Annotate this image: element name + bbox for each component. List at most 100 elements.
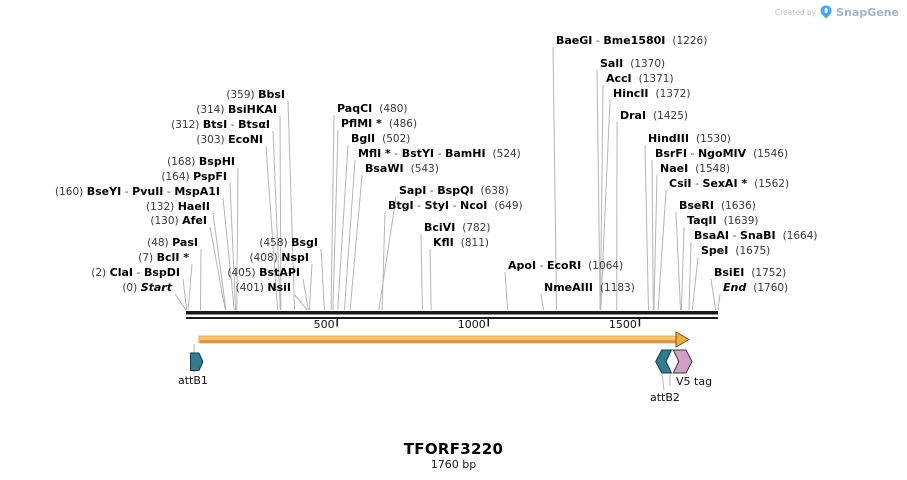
feature-label-v5-tag: V5 tag xyxy=(676,375,713,388)
site-label-KflI: KflI (811) xyxy=(433,236,489,250)
enzyme-name: PasI xyxy=(172,236,198,249)
ruler-tick-label: 1000 xyxy=(457,318,486,331)
site-label-BsaAI: BsaAI - SnaBI (1664) xyxy=(694,229,818,243)
site-label-BsiHKAI: (314) BsiHKAI xyxy=(196,103,277,117)
feature-shape-attb2 xyxy=(655,349,673,374)
site-leader-line xyxy=(378,196,397,311)
enzyme-name: NaeI xyxy=(660,162,689,175)
site-label-BsgI: (458) BsgI xyxy=(259,236,318,250)
enzyme-name: TaqII xyxy=(687,214,717,227)
site-position: (408) xyxy=(249,252,278,264)
enzyme-name: AfeI xyxy=(182,214,207,227)
site-label-BbsI: (359) BbsI xyxy=(226,88,285,102)
site-leader-line xyxy=(504,271,509,311)
enzyme-name: EcoRI xyxy=(547,259,582,272)
ruler-tick-label: 1500 xyxy=(608,318,637,331)
enzyme-name: BsiHKAI xyxy=(227,103,277,116)
site-label-TaqII: TaqII (1639) xyxy=(687,214,759,228)
site-leader-line xyxy=(651,159,654,311)
site-position: (1226) xyxy=(672,35,708,47)
enzyme-name: SnaBI xyxy=(739,229,776,242)
site-label-BspHI: (168) BspHI xyxy=(167,155,235,169)
enzyme-name: BsaWI xyxy=(365,162,404,175)
site-leader-line xyxy=(332,129,339,311)
enzyme-name: End xyxy=(723,281,747,294)
site-position: (401) xyxy=(235,282,264,294)
snapgene-credit: Created by SnapGene xyxy=(775,5,899,19)
site-position: (782) xyxy=(462,222,491,234)
site-leader-line xyxy=(279,115,282,311)
enzyme-name: ApoI xyxy=(508,259,537,272)
site-label-BclI: (7) BclI * xyxy=(138,251,189,265)
site-leader-line xyxy=(717,293,721,311)
site-label-BciVI: BciVI (782) xyxy=(424,221,491,235)
site-label-HaeII: (132) HaeII xyxy=(146,200,210,214)
site-label-BsaWI: BsaWI (543) xyxy=(365,162,439,176)
enzyme-name: StyI xyxy=(424,199,450,212)
enzyme-name: BstYI xyxy=(401,147,434,160)
enzyme-name: BspHI xyxy=(198,155,235,168)
enzyme-name: MspA1I xyxy=(174,185,220,198)
site-position: (2) xyxy=(91,267,107,279)
site-position: (7) xyxy=(138,252,154,264)
site-label-NspI: (408) NspI xyxy=(250,251,309,265)
feature-shape-attb1 xyxy=(190,352,204,371)
site-label-SapI: SapI - BspQI (638) xyxy=(399,184,509,198)
site-leader-line xyxy=(337,144,349,311)
site-label-BseYI: (160) BseYI - PvuII - MspA1I xyxy=(55,185,220,199)
site-position: (132) xyxy=(145,201,175,213)
feature-label-attb1: attB1 xyxy=(178,374,208,387)
site-leader-line xyxy=(182,278,188,311)
enzyme-name: BsgI xyxy=(291,236,318,249)
site-label-ClaI: (2) ClaI - BspDI xyxy=(91,266,180,280)
site-position: (359) xyxy=(226,89,255,101)
site-position: (1562) xyxy=(754,178,790,190)
site-position: (1064) xyxy=(588,260,624,272)
site-position: (314) xyxy=(196,104,225,116)
site-name-separator: - xyxy=(434,147,445,160)
enzyme-name: BaeGI xyxy=(556,34,593,47)
site-position: (502) xyxy=(382,133,411,145)
site-leader-line xyxy=(599,84,604,311)
enzyme-name: HincII xyxy=(613,87,649,100)
site-leader-line xyxy=(653,174,658,311)
site-name-separator: - xyxy=(592,34,604,47)
orf-arrow-core xyxy=(199,340,677,343)
site-leader-line xyxy=(229,182,237,311)
feature-label-attb2: attB2 xyxy=(650,391,680,404)
ruler-tick-label: 500 xyxy=(313,318,335,331)
site-label-BstAPI: (405) BstAPI xyxy=(227,266,300,280)
site-position: (405) xyxy=(227,267,256,279)
site-label-SpeI: SpeI (1675) xyxy=(701,244,770,258)
enzyme-name: NmeAIII xyxy=(544,281,593,294)
enzyme-name: Start xyxy=(140,281,172,294)
site-name-separator: - xyxy=(390,147,402,160)
site-label-CsiI: CsiI - SexAI * (1562) xyxy=(669,177,789,191)
site-position: (1675) xyxy=(735,245,771,257)
enzyme-name: CsiI xyxy=(669,177,692,190)
enzyme-name: BstAPI xyxy=(259,266,300,279)
enzyme-name: BclI * xyxy=(156,251,189,264)
site-label-NmeAIII: NmeAIII (1183) xyxy=(544,281,635,295)
site-position: (48) xyxy=(147,237,169,249)
site-position: (0) xyxy=(122,282,138,294)
site-leader-line xyxy=(272,130,281,311)
enzyme-name: NspI xyxy=(281,251,309,264)
enzyme-name: SalI xyxy=(600,57,624,70)
site-leader-line xyxy=(644,144,649,311)
site-position: (1548) xyxy=(695,163,731,175)
site-leader-line xyxy=(343,159,356,311)
enzyme-name: Bme1580I xyxy=(603,34,666,47)
site-label-PflMI: PflMI * (486) xyxy=(341,117,417,131)
enzyme-name: PspFI xyxy=(193,170,227,183)
enzyme-name: BtsαI xyxy=(238,118,270,131)
site-position: (1183) xyxy=(599,282,635,294)
sequence-length: 1760 bp xyxy=(430,458,477,471)
site-position: (480) xyxy=(379,103,408,115)
site-label-AfeI: (130) AfeI xyxy=(150,214,207,228)
site-position: (1372) xyxy=(655,88,691,100)
site-leader-line xyxy=(308,263,313,311)
enzyme-name: BciVI xyxy=(424,221,456,234)
site-leader-line xyxy=(265,145,279,311)
